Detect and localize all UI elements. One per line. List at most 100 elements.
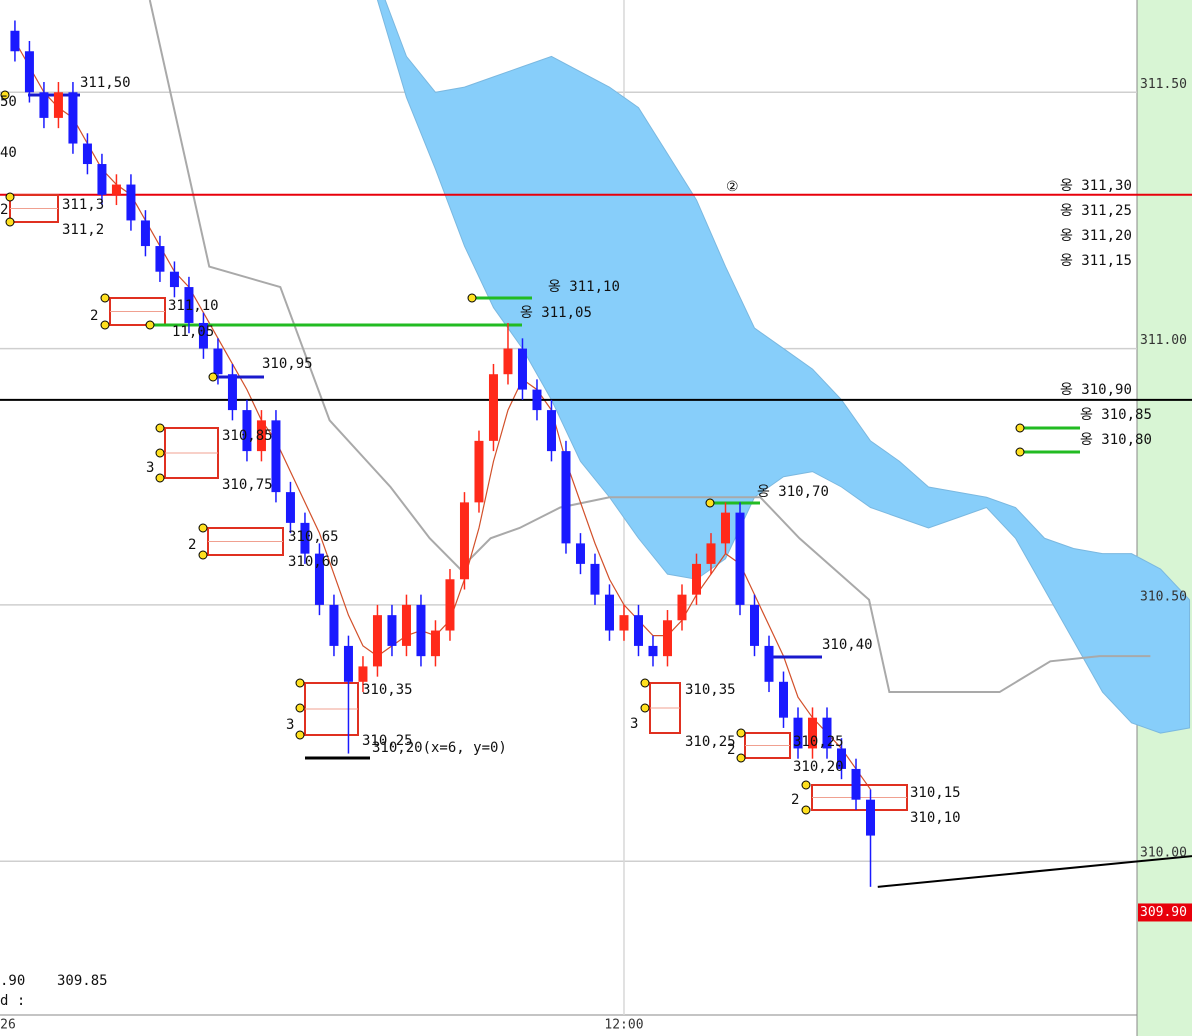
moving-average (14, 40, 871, 790)
anchor-dot (640, 678, 650, 688)
candle-body (198, 322, 208, 349)
candle-body (503, 348, 513, 375)
candle-body (691, 563, 701, 595)
anchor-dot (208, 372, 218, 382)
anchor-dot (198, 550, 208, 560)
annotation: 옹 311,30 (1060, 178, 1132, 194)
annotation: 50 (0, 94, 17, 110)
annotation: 옹 310,70 (757, 484, 829, 500)
candle-body (111, 184, 121, 195)
annotation: 311,10 (168, 298, 219, 314)
candle-body (126, 184, 136, 221)
annotation: 옹 310,80 (1080, 432, 1152, 448)
candle-body (822, 717, 832, 749)
candle-body (677, 594, 687, 621)
annotation: 311,3 (62, 197, 104, 213)
anchor-dot (5, 217, 15, 227)
annotation: 옹 310,85 (1080, 407, 1152, 423)
candle-body (546, 410, 556, 452)
candle-body (706, 543, 716, 564)
anchor-dot (801, 780, 811, 790)
candle-body (401, 604, 411, 646)
annotation: 2 (188, 537, 196, 553)
candle-body (242, 410, 252, 452)
y-tick-label: 311.50 (1140, 77, 1187, 92)
anchor-dot (100, 293, 110, 303)
candle-body (343, 645, 353, 682)
candle-body (416, 604, 426, 657)
candle-body (285, 492, 295, 523)
annotation: ② (726, 179, 739, 195)
annotation: 3 (146, 460, 154, 476)
anchor-dot (5, 192, 15, 202)
candle-body (633, 615, 643, 646)
candle-body (866, 799, 876, 836)
annotation: d : (0, 993, 25, 1009)
annotation: 옹 311,25 (1060, 203, 1132, 219)
anchor-dot (736, 728, 746, 738)
candle-body (575, 543, 585, 564)
anchor-dot (100, 320, 110, 330)
last-price-box (1138, 903, 1192, 922)
candle-body (314, 553, 324, 605)
candle-body (97, 164, 107, 195)
candle-body (82, 143, 92, 165)
annotation: 옹 311,20 (1060, 228, 1132, 244)
annotation: 310,20(x=6, y=0) (372, 740, 507, 756)
annotation: 309.85 (57, 973, 108, 989)
candle-body (851, 768, 861, 800)
annotation: 310,85 (222, 428, 273, 444)
annotation: 310,20 (793, 759, 844, 775)
annotation: .90 (0, 973, 25, 989)
candle-body (329, 604, 339, 646)
anchor-dot (640, 703, 650, 713)
y-tick-label: 311.00 (1140, 333, 1187, 348)
candle-body (662, 620, 672, 657)
annotation: 311,50 (80, 75, 131, 91)
annotation: 3 (630, 716, 638, 732)
annotation: 옹 310,90 (1060, 382, 1132, 398)
candle-body (459, 502, 469, 580)
annotation: 2 (791, 792, 799, 808)
annotation: 옹 311,15 (1060, 253, 1132, 269)
candle-body (735, 512, 745, 605)
x-tick-label: 12:00 (604, 1018, 643, 1033)
anchor-dot (295, 730, 305, 740)
candle-body (764, 645, 774, 682)
anchor-dot (801, 805, 811, 815)
gray-line (148, 0, 1151, 694)
annotation: 옹 311,05 (520, 305, 592, 321)
annotation: 311,2 (62, 222, 104, 238)
candle-body (474, 440, 484, 503)
candle-body (532, 389, 542, 411)
anchor-dot (155, 448, 165, 458)
candle-body (561, 451, 571, 544)
anchor-dot (145, 320, 155, 330)
annotation: 310,40 (822, 637, 873, 653)
anchor-dot (1015, 447, 1025, 457)
candle-body (779, 681, 789, 718)
candle-body (648, 645, 658, 657)
candle-body (24, 51, 34, 93)
anchor-dot (1015, 423, 1025, 433)
candle-body (169, 271, 179, 288)
candle-body (358, 666, 368, 682)
candle-body (488, 374, 498, 441)
annotation: 2 (0, 202, 8, 218)
anchor-dot (155, 423, 165, 433)
annotation: 2 (727, 742, 735, 758)
annotation: 310,15 (910, 785, 961, 801)
candle-body (445, 579, 455, 631)
candle-body (300, 522, 310, 554)
annotation: 310,35 (685, 682, 736, 698)
candle-body (590, 563, 600, 595)
annotation: 2 (90, 308, 98, 324)
candle-body (749, 604, 759, 646)
candle-body (256, 420, 266, 452)
anchor-dot (155, 473, 165, 483)
anchor-dot (198, 523, 208, 533)
annotation: 옹 311,10 (548, 279, 620, 295)
candle-body (68, 92, 78, 144)
